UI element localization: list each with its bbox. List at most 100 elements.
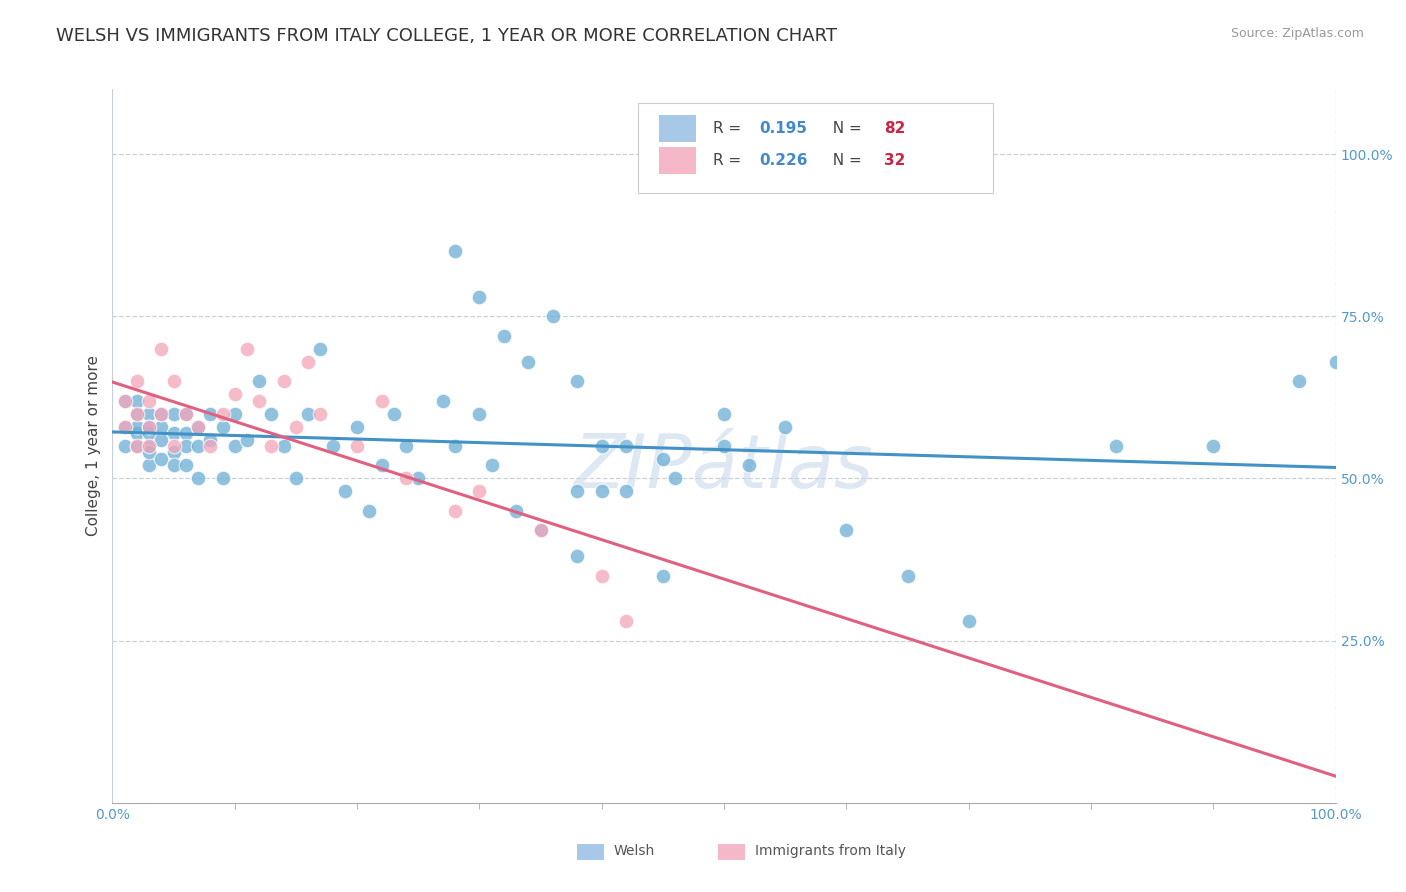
Point — [236, 433, 259, 447]
Point — [713, 407, 735, 421]
FancyBboxPatch shape — [638, 103, 993, 193]
Point — [114, 419, 136, 434]
Bar — [578, 844, 605, 860]
Point — [125, 407, 148, 421]
Point — [150, 342, 173, 356]
Point — [284, 419, 308, 434]
Point — [567, 484, 589, 499]
Point — [138, 439, 160, 453]
Text: R =: R = — [713, 153, 747, 168]
Point — [273, 374, 295, 388]
Point — [432, 393, 454, 408]
Point — [187, 471, 209, 485]
Text: WELSH VS IMMIGRANTS FROM ITALY COLLEGE, 1 YEAR OR MORE CORRELATION CHART: WELSH VS IMMIGRANTS FROM ITALY COLLEGE, … — [56, 27, 837, 45]
Point — [114, 419, 136, 434]
Point — [664, 471, 686, 485]
Text: N =: N = — [823, 121, 866, 136]
Point — [481, 458, 503, 473]
Point — [125, 374, 148, 388]
Point — [359, 504, 381, 518]
Point — [468, 290, 491, 304]
Text: Immigrants from Italy: Immigrants from Italy — [755, 845, 905, 858]
Text: Welsh: Welsh — [614, 845, 655, 858]
Point — [138, 407, 160, 421]
Point — [1202, 439, 1225, 453]
Point — [125, 439, 148, 453]
Point — [517, 354, 540, 368]
Point — [125, 419, 148, 434]
Point — [163, 425, 186, 440]
Point — [174, 407, 197, 421]
Point — [247, 393, 270, 408]
Point — [150, 419, 173, 434]
Point — [260, 439, 283, 453]
Text: 0.195: 0.195 — [759, 121, 807, 136]
Point — [163, 374, 186, 388]
Text: N =: N = — [823, 153, 866, 168]
Point — [138, 425, 160, 440]
Point — [163, 407, 186, 421]
Point — [1104, 439, 1126, 453]
Point — [591, 484, 613, 499]
Point — [444, 244, 467, 259]
Point — [957, 614, 980, 628]
Point — [567, 374, 589, 388]
Point — [114, 393, 136, 408]
Point — [163, 439, 186, 453]
Point — [200, 439, 222, 453]
Point — [138, 445, 160, 459]
Text: Source: ZipAtlas.com: Source: ZipAtlas.com — [1230, 27, 1364, 40]
Point — [284, 471, 308, 485]
Point — [174, 425, 197, 440]
Point — [211, 471, 233, 485]
Point — [468, 407, 491, 421]
Point — [395, 471, 418, 485]
Point — [125, 425, 148, 440]
Point — [897, 568, 920, 582]
Point — [591, 568, 613, 582]
Point — [125, 393, 148, 408]
Point — [444, 439, 467, 453]
Point — [138, 419, 160, 434]
Point — [114, 393, 136, 408]
Point — [125, 407, 148, 421]
Point — [614, 439, 637, 453]
Point — [408, 471, 430, 485]
Point — [224, 407, 246, 421]
Point — [211, 419, 233, 434]
Point — [322, 439, 344, 453]
Point — [309, 342, 332, 356]
Bar — [718, 844, 745, 860]
Point — [652, 568, 675, 582]
Point — [492, 328, 515, 343]
Point — [346, 439, 368, 453]
Point — [273, 439, 295, 453]
Point — [382, 407, 405, 421]
Point — [224, 387, 246, 401]
Point — [614, 614, 637, 628]
Point — [1288, 374, 1310, 388]
Point — [187, 419, 209, 434]
Point — [614, 484, 637, 499]
Point — [775, 419, 797, 434]
Point — [713, 439, 735, 453]
Point — [150, 407, 173, 421]
Point — [370, 393, 392, 408]
Point — [125, 439, 148, 453]
Point — [297, 407, 319, 421]
Point — [468, 484, 491, 499]
Point — [187, 439, 209, 453]
Point — [114, 439, 136, 453]
Point — [138, 458, 160, 473]
Point — [591, 439, 613, 453]
Point — [297, 354, 319, 368]
Point — [505, 504, 527, 518]
Point — [150, 407, 173, 421]
Point — [187, 419, 209, 434]
Bar — [659, 115, 696, 142]
Point — [138, 393, 160, 408]
Y-axis label: College, 1 year or more: College, 1 year or more — [86, 356, 101, 536]
Point — [333, 484, 356, 499]
Point — [163, 445, 186, 459]
Point — [174, 458, 197, 473]
